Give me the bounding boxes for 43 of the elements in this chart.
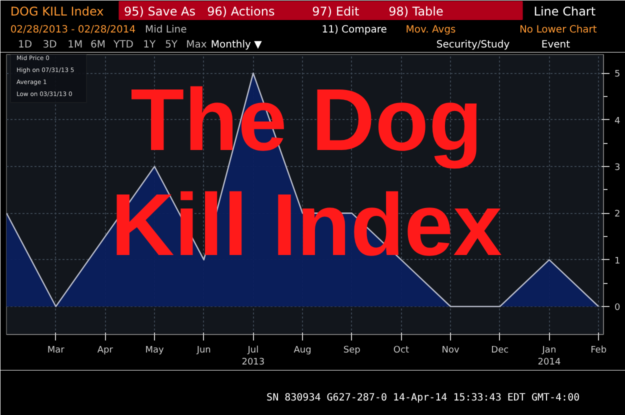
text: 95) Save As: [124, 4, 196, 18]
text: 1Y: [143, 40, 156, 50]
text: 3D: [42, 40, 58, 50]
x-tick-label: Dec: [491, 346, 509, 356]
x-tick-label: Sep: [343, 346, 361, 356]
y-tick-label: 2: [614, 210, 620, 220]
text: 5Y: [165, 40, 178, 50]
text: 1M: [68, 40, 83, 50]
x-tick-label: Mar: [47, 346, 65, 356]
text: 6M: [90, 40, 106, 50]
x-tick-label: May: [145, 346, 164, 356]
text: 2013: [242, 358, 265, 368]
x-tick-label: Apr: [97, 346, 114, 356]
y-tick-label: 4: [614, 116, 620, 126]
y-tick-label: 0: [614, 303, 620, 313]
x-tick-label: Jun: [196, 346, 211, 356]
text: Security/Study: [436, 40, 510, 50]
text: Event: [541, 40, 570, 50]
text: Mid Line: [145, 24, 187, 36]
text: No Lower Chart: [519, 24, 597, 36]
text: 97) Edit: [312, 4, 360, 18]
text: 11) Compare: [322, 24, 387, 36]
x-tick-label: Feb: [590, 346, 607, 356]
x-tick-label: Jan: [541, 346, 556, 356]
y-tick-label: 3: [614, 163, 620, 173]
text: Line Chart: [534, 4, 596, 18]
text: 2014: [538, 358, 561, 368]
text: DOG KILL Index: [10, 4, 104, 18]
text: 98) Table: [388, 4, 444, 18]
text: Mov. Avgs: [406, 24, 456, 36]
y-tick-label: 5: [614, 70, 620, 80]
text: YTD: [112, 40, 134, 50]
x-tick-label: Aug: [294, 346, 312, 356]
text: SN 830934 G627-287-0 14-Apr-14 15:33:43 EDT GMT-4:00: [266, 392, 580, 404]
y-tick-label: 1: [614, 256, 620, 266]
x-tick-label: Oct: [393, 346, 410, 356]
text: Max: [186, 40, 207, 50]
text: 96) Actions: [207, 4, 275, 18]
x-tick-label: Nov: [442, 346, 460, 356]
text: 02/28/2013 - 02/28/2014: [10, 24, 136, 36]
text: Monthly ▼: [210, 40, 262, 50]
text: 1D: [18, 40, 32, 50]
x-tick-label: Jul: [246, 346, 259, 356]
